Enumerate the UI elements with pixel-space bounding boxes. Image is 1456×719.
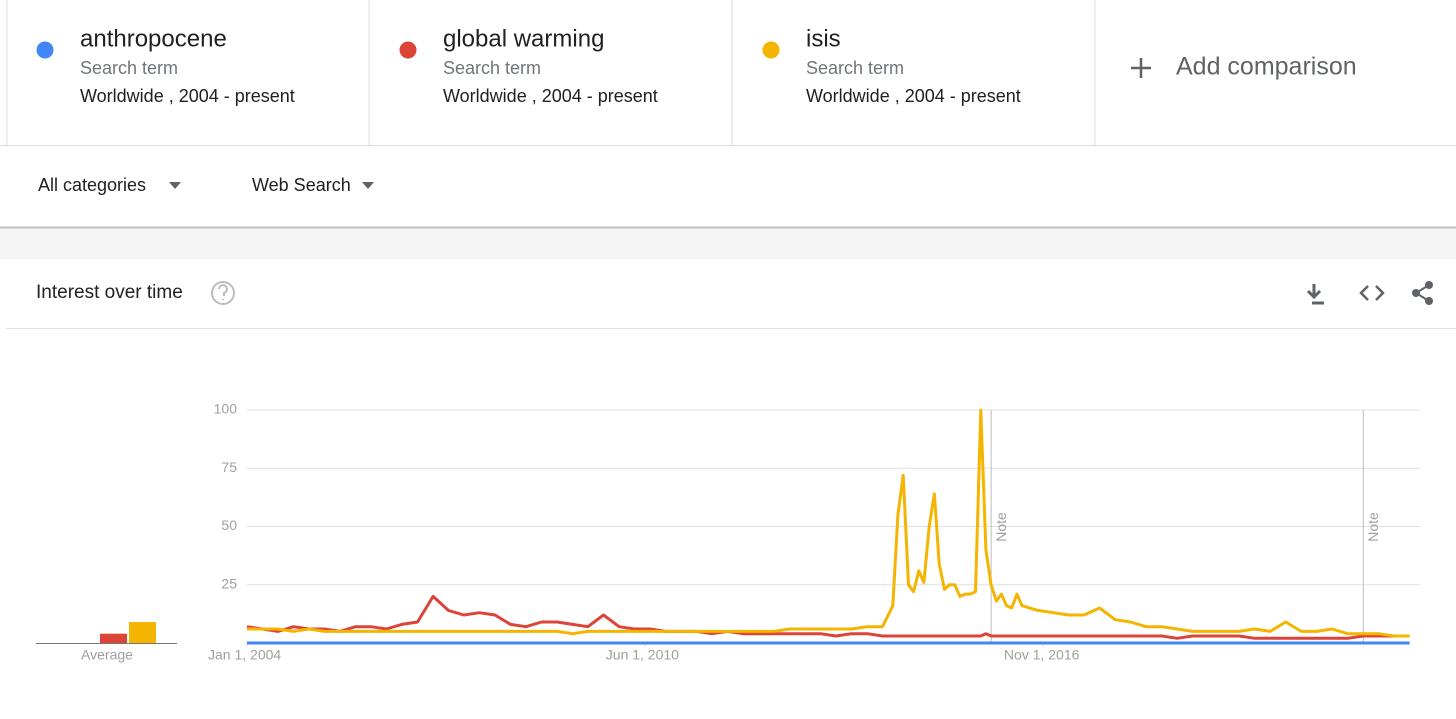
term-kind: Search term bbox=[806, 58, 904, 78]
term-scope: Worldwide , 2004 - present bbox=[443, 86, 658, 106]
share-dot bbox=[1412, 289, 1420, 297]
term-scope: Worldwide , 2004 - present bbox=[80, 86, 295, 106]
comparison-bar: anthropocene Search term Worldwide , 2004 … bbox=[0, 0, 1456, 146]
note-label: Note bbox=[993, 512, 1009, 542]
y-tick-label: 50 bbox=[221, 517, 237, 533]
term-name: global warming bbox=[443, 25, 604, 52]
y-tick-label: 25 bbox=[221, 575, 237, 591]
dropdown-arrow[interactable] bbox=[362, 182, 374, 189]
term-name: isis bbox=[806, 25, 841, 52]
search-type-filter[interactable]: Web Search bbox=[252, 175, 351, 195]
share-icon[interactable] bbox=[1412, 281, 1433, 305]
x-tick-label: Jan 1, 2004 bbox=[208, 647, 281, 663]
term-cards: anthropocene Search term Worldwide , 2004 … bbox=[36, 25, 1021, 106]
chart: 25 50 75 100 Jan 1, 2004 Jun 1, 2010 Nov 1, 20… bbox=[36, 401, 1420, 663]
category-filter[interactable]: All categories bbox=[38, 175, 146, 195]
average-label: Average bbox=[81, 647, 133, 663]
y-tick-label: 75 bbox=[221, 459, 237, 475]
term-name: anthropocene bbox=[80, 25, 227, 52]
term-dot bbox=[36, 41, 54, 59]
term-kind: Search term bbox=[80, 58, 178, 78]
average-bar bbox=[129, 622, 156, 643]
embed-icon[interactable] bbox=[1359, 285, 1385, 301]
term-dot bbox=[399, 41, 417, 59]
note-label: Note bbox=[1365, 512, 1381, 542]
term-kind: Search term bbox=[443, 58, 541, 78]
filter-bar: All categories Web Search bbox=[38, 175, 374, 195]
share-dot bbox=[1425, 281, 1433, 289]
add-comparison[interactable]: Add comparison bbox=[1131, 53, 1357, 81]
gap bbox=[0, 227, 1456, 259]
x-tick-label: Jun 1, 2010 bbox=[606, 647, 679, 663]
series-line bbox=[247, 408, 1410, 638]
card-title: Interest over time bbox=[36, 282, 183, 303]
dropdown-arrow[interactable] bbox=[169, 182, 181, 189]
help-glyph bbox=[218, 284, 228, 300]
help-icon[interactable] bbox=[211, 281, 235, 305]
add-comparison-label[interactable]: Add comparison bbox=[1176, 53, 1357, 81]
x-tick-label: Nov 1, 2016 bbox=[1004, 647, 1080, 663]
share-dot bbox=[1425, 297, 1433, 305]
term-dot bbox=[762, 41, 780, 59]
y-tick-label: 100 bbox=[214, 401, 238, 417]
plus-icon bbox=[1131, 58, 1151, 78]
download-icon[interactable] bbox=[1306, 284, 1324, 305]
average-bar bbox=[100, 633, 127, 643]
term-scope: Worldwide , 2004 - present bbox=[806, 86, 1021, 106]
series-line bbox=[246, 594, 1410, 640]
